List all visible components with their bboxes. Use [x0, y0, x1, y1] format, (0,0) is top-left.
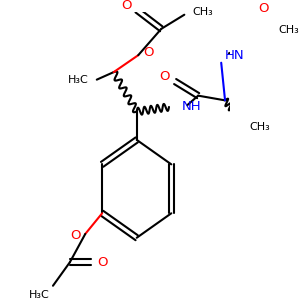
Text: O: O [70, 230, 81, 242]
Text: O: O [143, 46, 153, 59]
Text: CH₃: CH₃ [192, 7, 213, 17]
Text: CH₃: CH₃ [250, 122, 270, 132]
Text: H₃C: H₃C [28, 290, 49, 300]
Text: O: O [121, 0, 131, 12]
Text: O: O [98, 256, 108, 269]
Text: HN: HN [224, 49, 244, 62]
Text: O: O [258, 2, 268, 15]
Text: H₃C: H₃C [68, 75, 89, 85]
Text: CH₃: CH₃ [279, 25, 300, 35]
Text: NH: NH [181, 100, 201, 113]
Text: O: O [159, 70, 170, 83]
